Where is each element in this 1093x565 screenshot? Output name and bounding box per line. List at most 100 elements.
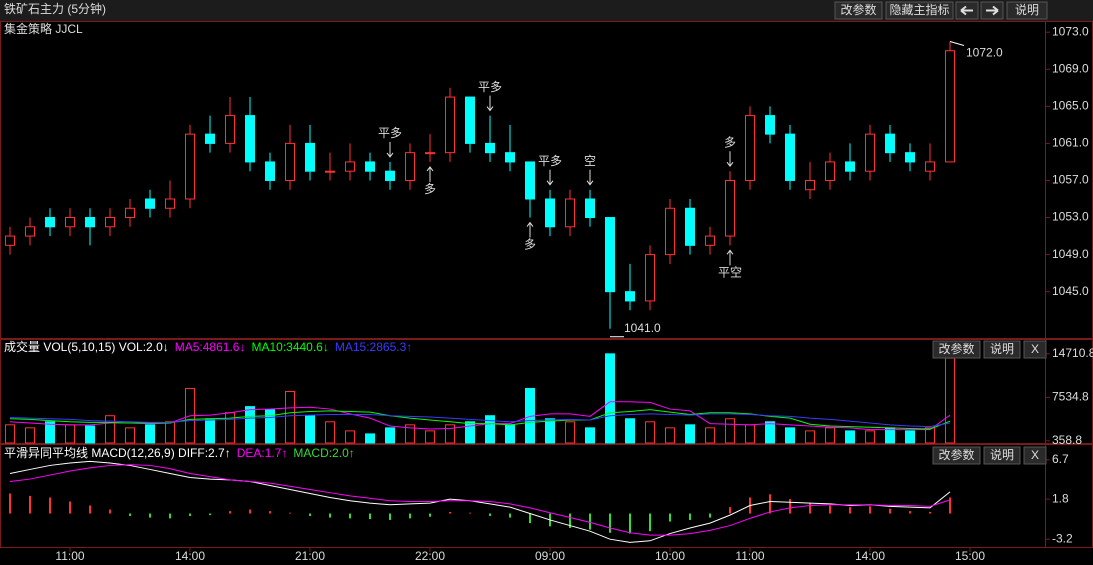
candle-body [25, 226, 35, 237]
x-tick-label: 14:00 [175, 549, 205, 563]
legend-entry: DEA:1.7↑ [237, 446, 288, 460]
button-frame [983, 446, 1021, 465]
button-frame [983, 340, 1021, 359]
candle-body [105, 217, 115, 228]
volume-bar [125, 427, 135, 444]
volume-bar [585, 427, 595, 444]
candle-body [785, 133, 795, 181]
candle-body [345, 161, 355, 172]
candle-body [165, 198, 175, 209]
candle-body [885, 133, 895, 154]
button[interactable]: X [1023, 446, 1047, 465]
button[interactable]: 改参数 [834, 1, 883, 20]
signal-label: 平空 [718, 266, 742, 280]
volume-bar [305, 415, 315, 444]
candle-body [385, 170, 395, 181]
volume-bar [245, 406, 255, 444]
candle-body [825, 161, 835, 181]
button[interactable]: 说明 [983, 446, 1021, 465]
candle-body [65, 217, 75, 228]
candle-body [805, 179, 815, 191]
volume-bar [545, 418, 555, 444]
button-frame [932, 340, 981, 359]
volume-bar [25, 427, 35, 444]
candle-body [225, 115, 235, 144]
legend-entry: MA15:2865.3↑ [335, 340, 412, 354]
button[interactable]: 改参数 [932, 340, 981, 359]
y-tick-label: 14710.8 [1052, 346, 1093, 360]
candle-body [605, 217, 615, 293]
button[interactable]: 说明 [1006, 1, 1048, 20]
macd-line [9, 460, 951, 543]
button-frame [932, 446, 981, 465]
x-tick-label: 14:00 [855, 549, 885, 563]
button-frame [1023, 446, 1047, 465]
low-label: 1041.0 [624, 321, 661, 335]
signal-arrow [486, 95, 494, 112]
volume-bar [645, 421, 655, 444]
button-label: 隐藏主指标 [889, 2, 949, 17]
signal-label: 平多 [538, 154, 562, 168]
high-label: 1072.0 [966, 46, 1003, 60]
signal-label: 多 [424, 182, 436, 196]
y-tick-label: 1045.0 [1052, 284, 1089, 298]
button[interactable]: 说明 [983, 340, 1021, 359]
signal-label: 空 [584, 154, 596, 168]
signal-arrow [386, 141, 394, 158]
x-tick-label: 11:00 [55, 549, 84, 563]
button-frame [885, 1, 954, 20]
button[interactable]: 隐藏主指标 [885, 1, 954, 20]
volume-bar [345, 430, 355, 444]
legend-entry: MA10:3440.6↓ [251, 340, 328, 354]
candle-body [465, 96, 475, 144]
button-label: 改参数 [840, 2, 876, 17]
candle-body [5, 235, 15, 246]
button-label: 说明 [990, 447, 1014, 462]
candle-body [665, 207, 675, 256]
button[interactable]: X [1023, 340, 1047, 359]
ma-line [9, 409, 951, 430]
panel-legend: 平滑异同平均线 MACD(12,26,9) DIFF:2.7↑ DEA:1.7↑ M… [4, 446, 355, 460]
y-tick-label: 358.8 [1052, 433, 1082, 447]
y-tick-label: 6.7 [1052, 452, 1069, 466]
button-label: 说明 [990, 341, 1014, 356]
y-tick-label: 1065.0 [1052, 99, 1089, 113]
volume-bar [405, 424, 415, 444]
volume-bar [225, 412, 235, 444]
signal-arrow [546, 169, 554, 186]
volume-bar [945, 357, 955, 444]
volume-bar [365, 433, 375, 444]
candle-body [405, 152, 415, 181]
volume-bar [665, 427, 675, 444]
volume-bar [485, 415, 495, 444]
legend-entry: 平滑异同平均线 MACD(12,26,9) DIFF:2.7↑ [4, 446, 231, 460]
volume-bar [605, 353, 615, 444]
candle-body [545, 198, 555, 228]
candle-body [685, 207, 695, 246]
x-tick-label: 15:00 [955, 549, 985, 563]
candle-body [725, 179, 735, 237]
volume-bar [265, 409, 275, 444]
button[interactable]: 改参数 [932, 446, 981, 465]
candle-body [365, 161, 375, 172]
candle-body [485, 142, 495, 154]
volume-bar [5, 424, 15, 444]
volume-bar [865, 430, 875, 444]
volume-bar [425, 430, 435, 444]
volume-bar [805, 430, 815, 444]
volume-bar [745, 424, 755, 444]
y-tick-label: 1073.0 [1052, 24, 1089, 38]
panel-legend: 成交量 VOL(5,10,15) VOL:2.0↓ MA5:4861.6↓ MA10… [4, 339, 412, 354]
volume-bar [685, 424, 695, 444]
volume-bar [925, 427, 935, 444]
signal-arrow [726, 151, 734, 168]
button-label: 改参数 [938, 341, 974, 356]
volume-bar [445, 424, 455, 444]
volume-bar [45, 421, 55, 444]
signal-label: 平多 [478, 80, 502, 94]
candle-body [845, 161, 855, 172]
prev-icon [960, 5, 973, 16]
candle-body [745, 115, 755, 181]
volume-bar [625, 418, 635, 444]
